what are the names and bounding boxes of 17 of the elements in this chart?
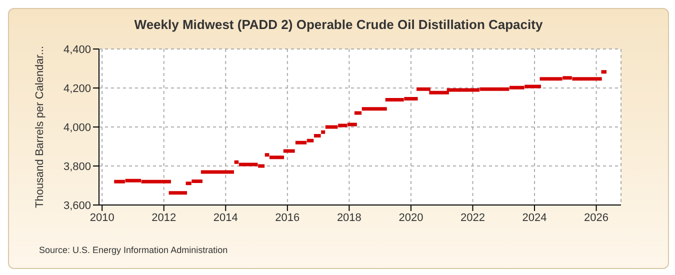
chart-title: Weekly Midwest (PADD 2) Operable Crude Oil Distillation Capacity bbox=[133, 17, 544, 32]
x-tick-label: 2024 bbox=[522, 212, 547, 224]
source-note: Source: U.S. Energy Information Administration bbox=[39, 245, 228, 255]
x-tick-label: 2020 bbox=[398, 212, 424, 224]
y-tick-label: 4,400 bbox=[63, 44, 91, 56]
y-tick-label: 3,800 bbox=[63, 160, 91, 173]
y-tick-label: 4,000 bbox=[63, 122, 91, 134]
x-tick-label: 2022 bbox=[460, 212, 485, 224]
x-tick-label: 2018 bbox=[336, 212, 362, 224]
x-tick-label: 2010 bbox=[90, 212, 114, 224]
x-tick-label: 2014 bbox=[213, 212, 238, 224]
y-axis-title: Thousand Barrels per Calendar... bbox=[34, 46, 46, 208]
y-tick-label: 3,600 bbox=[63, 200, 91, 212]
x-tick-label: 2016 bbox=[275, 212, 300, 224]
x-tick-label: 2026 bbox=[584, 212, 609, 224]
y-tick-label: 4,200 bbox=[63, 82, 91, 95]
x-tick-label: 2012 bbox=[152, 212, 176, 224]
